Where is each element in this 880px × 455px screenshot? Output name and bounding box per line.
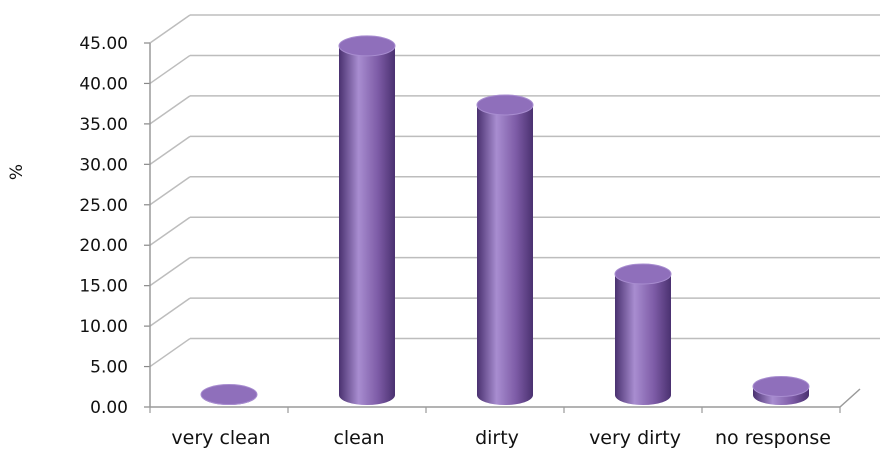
y-tick-label: 5.00 <box>90 358 128 378</box>
y-tick-label: 30.00 <box>79 155 128 175</box>
x-tick-label: very clean <box>171 427 270 449</box>
gridline <box>149 14 880 44</box>
y-tick-label: 25.00 <box>79 196 128 216</box>
y-tick-label: 0.00 <box>90 398 128 418</box>
x-tick-label: very dirty <box>589 427 681 449</box>
bar <box>200 384 258 406</box>
gridline <box>149 95 880 125</box>
x-tick-label: clean <box>333 427 384 449</box>
x-tick-label: dirty <box>475 427 519 449</box>
y-tick-label: 45.00 <box>79 34 128 54</box>
floor-edge <box>839 388 861 408</box>
y-tick-label: 40.00 <box>79 74 128 94</box>
bar <box>752 375 810 405</box>
bar <box>476 94 534 406</box>
y-tick-label: 15.00 <box>79 277 128 297</box>
gridline <box>149 176 880 206</box>
y-tick-label: 10.00 <box>79 317 128 337</box>
y-tick-labels: 0.00 5.00 10.00 15.00 20.00 25.00 30.00 35.00 40… <box>79 34 128 418</box>
bar <box>614 263 672 405</box>
y-axis-label: % <box>7 164 27 180</box>
gridline <box>149 54 880 85</box>
gridline <box>149 337 880 368</box>
y-tick-label: 20.00 <box>79 236 128 256</box>
gridline <box>149 135 880 165</box>
bars <box>200 35 810 406</box>
gridlines <box>149 14 880 368</box>
x-tick-label: no response <box>715 427 831 449</box>
gridline <box>149 297 880 327</box>
x-tick-labels: very clean clean dirty very dirty no respons… <box>171 427 831 449</box>
gridline <box>149 216 880 246</box>
y-tick-label: 35.00 <box>79 115 128 135</box>
gridline <box>149 256 880 287</box>
axes <box>144 42 861 413</box>
bar <box>338 35 396 406</box>
